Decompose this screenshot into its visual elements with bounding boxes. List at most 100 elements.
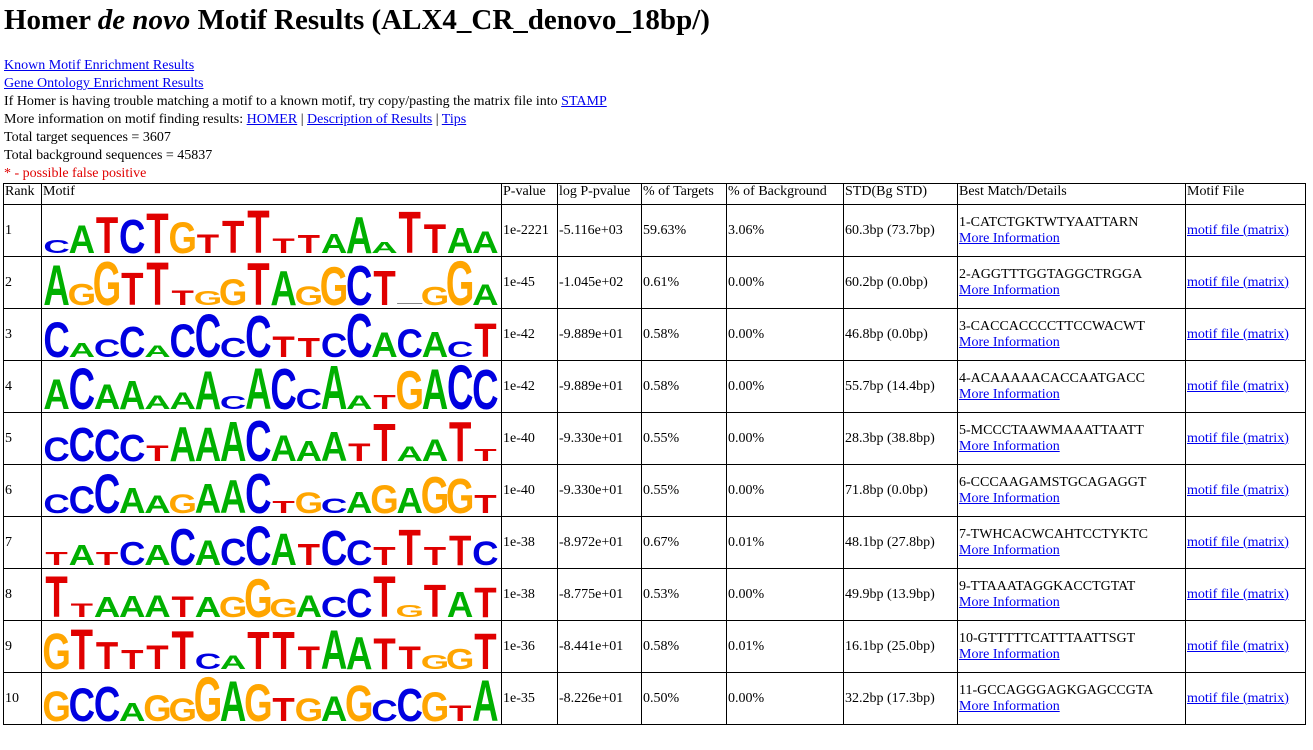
logo-letter: C <box>220 393 246 412</box>
more-information-link[interactable]: More Information <box>959 334 1060 350</box>
table-row: 7 T A T C A C A C C A T C C T T T T C 1e-38 -8.972e+01 0.67% 0… <box>3 516 1306 569</box>
motif-file-link[interactable]: motif file (matrix) <box>1187 222 1289 238</box>
logo-letter: G <box>395 361 423 412</box>
logo-letter: A <box>220 470 246 516</box>
logo-letter: A <box>169 418 195 464</box>
best-match-text: 4-ACAAAAACACCAATGACC <box>959 370 1145 386</box>
logp-cell: -9.330e+01 <box>557 464 642 517</box>
logo-letter: C <box>396 679 422 724</box>
false-positive-note: * - possible false positive <box>4 166 147 181</box>
logo-letter: G <box>446 470 474 516</box>
background-cell: 0.00% <box>726 568 844 621</box>
motif-results-table: Rank Motif P-value log P-pvalue % of Tar… <box>3 183 1306 725</box>
logo-letter: G <box>219 272 247 308</box>
more-information-link[interactable]: More Information <box>959 698 1060 714</box>
motif-file-link[interactable]: motif file (matrix) <box>1187 482 1289 498</box>
motif-file-link[interactable]: motif file (matrix) <box>1187 690 1289 706</box>
logo-letter: A <box>220 413 246 464</box>
pvalue-cell: 1e-45 <box>501 256 558 309</box>
rank-cell: 4 <box>3 360 42 413</box>
logo-letter: T <box>424 216 446 256</box>
std-cell: 32.2bp (17.3bp) <box>843 672 958 725</box>
logo-letter: A <box>144 589 170 620</box>
logo-letter: A <box>371 326 397 360</box>
description-link[interactable]: Description of Results <box>307 112 433 127</box>
more-information-link[interactable]: More Information <box>959 438 1060 454</box>
logo-letter: T <box>172 591 195 620</box>
logo-letter: T <box>373 262 396 308</box>
logo-letter: T <box>222 211 245 256</box>
motif-file-link[interactable]: motif file (matrix) <box>1187 586 1289 602</box>
logo-letter: A <box>69 539 95 568</box>
motif-file-link[interactable]: motif file (matrix) <box>1187 274 1289 290</box>
motif-file-link[interactable]: motif file (matrix) <box>1187 430 1289 446</box>
stamp-link[interactable]: STAMP <box>561 94 607 109</box>
more-information-link[interactable]: More Information <box>959 646 1060 662</box>
logo-letter: T <box>373 413 395 464</box>
logo-letter: G <box>194 287 222 308</box>
logo-letter: T <box>146 442 169 464</box>
pvalue-cell: 1e-42 <box>501 308 558 361</box>
logo-letter: A <box>195 591 221 620</box>
targets-cell: 0.53% <box>641 568 727 621</box>
motif-logo: AGG T T T GG T AGGC T GGA <box>43 257 498 308</box>
best-match-cell: 5-MCCCTAAWMAAATTAATT More Information <box>957 412 1186 465</box>
more-information-link[interactable]: More Information <box>959 594 1060 610</box>
logo-letter: T <box>399 520 421 568</box>
motif-file-link[interactable]: motif file (matrix) <box>1187 378 1289 394</box>
logo-letter: G <box>446 257 474 308</box>
targets-cell: 0.58% <box>641 360 727 413</box>
more-information-link[interactable]: More Information <box>959 282 1060 298</box>
known-motif-link[interactable]: Known Motif Enrichment Results <box>4 58 195 73</box>
motif-file-cell: motif file (matrix) <box>1185 568 1306 621</box>
header-logp: log P-pvalue <box>557 183 642 205</box>
logo-letter: C <box>170 315 196 360</box>
more-info-line: More information on motif finding result… <box>4 112 467 127</box>
logo-letter: A <box>270 427 296 464</box>
rank-cell: 7 <box>3 516 42 569</box>
std-cell: 49.9bp (13.9bp) <box>843 568 958 621</box>
std-cell: 71.8bp (0.0bp) <box>843 464 958 517</box>
logo-letter: C <box>43 237 70 256</box>
homer-link[interactable]: HOMER <box>246 112 298 127</box>
gene-ontology-link[interactable]: Gene Ontology Enrichment Results <box>4 76 204 91</box>
motif-file-link[interactable]: motif file (matrix) <box>1187 534 1289 550</box>
logo-letter: C <box>69 478 95 516</box>
logo-letter: C <box>69 418 95 464</box>
logo-gap <box>397 303 423 304</box>
logo-letter: T <box>96 206 119 256</box>
logo-letter: A <box>119 698 145 724</box>
logo-letter: C <box>245 309 271 360</box>
tips-link[interactable]: Tips <box>441 112 467 127</box>
motif-file-link[interactable]: motif file (matrix) <box>1187 638 1289 654</box>
table-header-row: Rank Motif P-value log P-pvalue % of Tar… <box>3 183 1306 205</box>
logo-letter: T <box>172 286 195 308</box>
best-match-text: 11-GCCAGGGAGKGAGCCGTA <box>959 682 1154 698</box>
logo-letter: A <box>371 238 397 256</box>
logo-letter: C <box>94 420 120 464</box>
logo-letter: G <box>421 281 449 308</box>
header-std: STD(Bg STD) <box>843 183 958 205</box>
logo-letter: T <box>121 263 143 308</box>
table-row: 4 A C A A A A A C A C C A A T G A C C 1e-42 -9.889e+01 0.58% 0… <box>3 360 1306 413</box>
more-information-link[interactable]: More Information <box>959 542 1060 558</box>
logo-letter: C <box>472 535 498 568</box>
motif-file-link[interactable]: motif file (matrix) <box>1187 326 1289 342</box>
more-information-link[interactable]: More Information <box>959 386 1060 402</box>
motif-file-cell: motif file (matrix) <box>1185 204 1306 257</box>
logo-letter: G <box>295 693 323 724</box>
logo-letter: C <box>245 517 271 568</box>
logo-letter: C <box>195 309 221 360</box>
more-information-link[interactable]: More Information <box>959 230 1060 246</box>
more-information-link[interactable]: More Information <box>959 490 1060 506</box>
header-motif-file: Motif File <box>1185 183 1306 205</box>
logo-letter: T <box>474 489 496 516</box>
background-cell: 0.00% <box>726 360 844 413</box>
header-rank: Rank <box>3 183 42 205</box>
logo-letter: G <box>295 281 323 308</box>
total-target: Total target sequences = 3607 <box>4 130 171 145</box>
